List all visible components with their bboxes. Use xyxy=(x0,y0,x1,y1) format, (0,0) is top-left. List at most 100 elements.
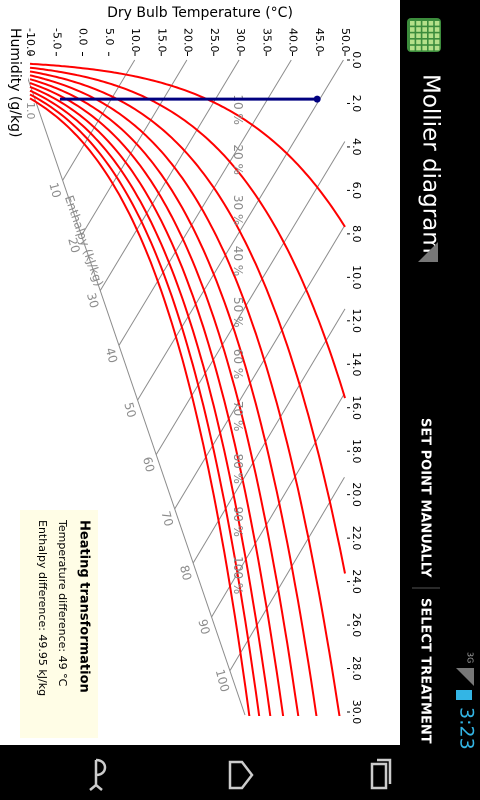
y-tick-label: 5.0 xyxy=(103,28,116,46)
y-tick-label: 45.0 xyxy=(313,28,326,53)
icon-cell xyxy=(434,39,440,45)
icon-cell xyxy=(410,21,415,26)
enthalpy-label: 60 xyxy=(140,455,157,473)
x-tick-label: 26.0 xyxy=(350,613,363,638)
y-tick-label: 10.0 xyxy=(129,28,142,53)
enthalpy-line xyxy=(229,477,345,672)
x-tick-label: 22.0 xyxy=(350,526,363,551)
x-tick-label: 6.0 xyxy=(350,182,363,200)
icon-cell xyxy=(416,33,421,38)
icon-cell xyxy=(428,45,434,51)
y-tick-label: 25.0 xyxy=(208,28,221,53)
rh-curve xyxy=(29,82,300,716)
enthalpy-label: 30 xyxy=(84,291,101,309)
rh-label: 40 % xyxy=(231,246,245,277)
enthalpy-label: 80 xyxy=(177,564,194,582)
enthalpy-line xyxy=(118,59,292,346)
back-button[interactable] xyxy=(89,758,107,791)
enthalpy-label: 40 xyxy=(103,346,120,364)
y-tick-label: 15.0 xyxy=(155,28,168,53)
action-bar xyxy=(400,0,480,745)
icon-cell xyxy=(434,27,440,32)
rh-label: 10 % xyxy=(231,94,245,125)
enthalpy-label: 20 xyxy=(65,236,82,254)
enthalpy-label: 50 xyxy=(121,401,138,419)
icon-cell xyxy=(434,21,440,26)
x-tick-label: 4.0 xyxy=(350,138,363,156)
y-tick-label: 20.0 xyxy=(182,28,195,53)
icon-cell xyxy=(428,39,434,45)
nav-bar xyxy=(0,745,480,800)
app-title: Mollier diagram xyxy=(418,74,444,254)
clock: 3:23 xyxy=(456,707,478,750)
plot-area xyxy=(28,59,346,716)
icon-cell xyxy=(422,21,427,26)
x-tick-label: 2.0 xyxy=(350,95,363,113)
enthalpy-label: 10 xyxy=(46,181,63,199)
icon-cell xyxy=(416,39,421,45)
icon-grid xyxy=(410,21,440,51)
annotation: 1.0 xyxy=(24,102,37,120)
y-tick-label: 40.0 xyxy=(287,28,300,53)
dropdown-indicator xyxy=(418,242,438,262)
icon-cell xyxy=(422,39,427,45)
icon-cell xyxy=(428,27,434,32)
y-axis-title: Dry Bulb Temperature (°C) xyxy=(107,5,293,21)
app-icon[interactable] xyxy=(407,18,441,52)
info-line: Enthalpy difference: 49.95 kJ/kg xyxy=(36,520,49,696)
enthalpy-line xyxy=(81,59,188,236)
x-tick-label: 16.0 xyxy=(350,395,363,420)
rh-label: 20 % xyxy=(231,144,245,175)
x-tick-label: 8.0 xyxy=(350,225,363,243)
enthalpy-line xyxy=(174,224,346,510)
x-tick-label: 20.0 xyxy=(350,482,363,507)
recent-button[interactable] xyxy=(370,758,392,790)
rh-curve xyxy=(29,62,346,228)
battery-icon xyxy=(456,690,472,700)
rh-label: 100 % xyxy=(231,556,245,594)
rh-curve xyxy=(29,74,341,716)
home-button[interactable] xyxy=(228,760,254,790)
y-tick-label: -10.0 xyxy=(24,28,37,56)
x-axis-title: Humidity (g/kg) xyxy=(7,28,23,137)
x-tick-label: 24.0 xyxy=(350,569,363,594)
enthalpy-line xyxy=(211,393,345,618)
x-tick-label: 10.0 xyxy=(350,265,363,290)
network-type: 3G xyxy=(466,652,475,663)
rh-curve xyxy=(29,85,285,716)
rh-curve xyxy=(29,66,346,399)
enthalpy-axis xyxy=(28,77,246,716)
icon-cell xyxy=(422,45,427,51)
x-tick-label: 18.0 xyxy=(350,439,363,464)
icon-cell xyxy=(410,33,415,38)
info-title: Heating transformation xyxy=(77,520,92,693)
icon-cell xyxy=(422,33,427,38)
info-box xyxy=(20,510,98,738)
icon-cell xyxy=(434,33,440,38)
icon-cell xyxy=(416,45,421,51)
x-tick-label: 30.0 xyxy=(350,700,363,725)
rh-curve xyxy=(29,93,261,716)
icon-cell xyxy=(410,27,415,32)
rh-label: 30 % xyxy=(231,195,245,226)
enthalpy-label: 90 xyxy=(195,618,212,636)
rh-label: 80 % xyxy=(231,453,245,484)
info-line: Temperature difference: 49 °C xyxy=(56,519,69,687)
icon-cell xyxy=(422,27,427,32)
icon-cell xyxy=(410,45,415,51)
action-button[interactable]: SET POINT MANUALLY xyxy=(418,418,433,578)
icon-cell xyxy=(434,45,440,51)
y-tick-label: 0.0 xyxy=(77,28,90,46)
process-end-point xyxy=(313,95,321,103)
y-tick-label: 50.0 xyxy=(339,28,352,53)
y-tick-label: 30.0 xyxy=(234,28,247,53)
action-button[interactable]: SELECT TREATMENT xyxy=(418,598,433,744)
enthalpy-label: 70 xyxy=(158,510,175,528)
enthalpy-line xyxy=(155,141,346,455)
rh-curve xyxy=(29,89,272,716)
enthalpy-label: 100 xyxy=(213,668,232,694)
icon-cell xyxy=(428,33,434,38)
icon-cell xyxy=(410,39,415,45)
